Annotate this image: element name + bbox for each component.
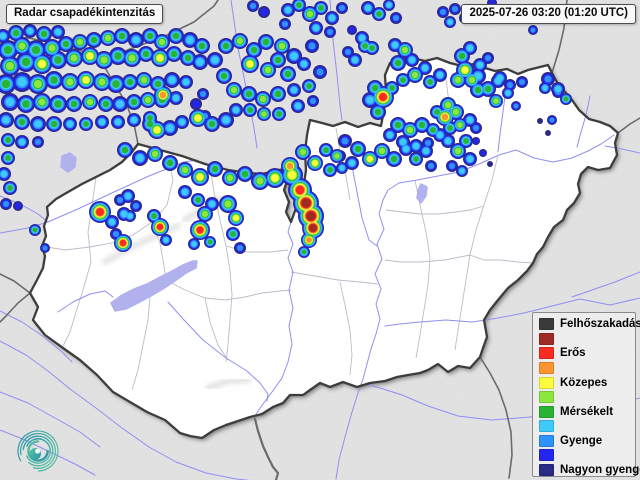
map-title-box: Radar csapadékintenzitás xyxy=(6,4,164,24)
legend-color-swatch xyxy=(539,332,554,345)
legend-item xyxy=(533,361,635,374)
hungaromet-logo-icon xyxy=(17,430,59,472)
legend-color-swatch xyxy=(539,361,554,374)
legend-color-swatch xyxy=(539,434,554,447)
legend-item: Közepes xyxy=(533,376,635,389)
precipitation-legend: Felhőszakadás Erős Közepes Mérsékelt Gyenge N… xyxy=(532,312,640,477)
legend-color-swatch xyxy=(539,347,554,360)
legend-color-swatch xyxy=(539,405,554,418)
timestamp: 2025-07-26 03:20 (01:20 UTC) xyxy=(469,7,628,19)
legend-label: Felhőszakadás xyxy=(560,318,640,331)
legend-label: Gyenge xyxy=(560,434,603,447)
legend-label: Közepes xyxy=(560,376,608,389)
legend-item: Erős xyxy=(533,347,635,360)
hungary-border xyxy=(28,56,620,440)
legend-color-swatch xyxy=(539,420,554,433)
legend-item: Mérsékelt xyxy=(533,405,635,418)
legend-item: Gyenge xyxy=(533,434,635,447)
legend-color-swatch xyxy=(539,318,554,331)
lakes xyxy=(60,152,428,312)
legend-item: Felhőszakadás xyxy=(533,318,640,331)
legend-item xyxy=(533,449,635,462)
legend-color-swatch xyxy=(539,449,554,462)
legend-item xyxy=(533,391,635,404)
legend-color-swatch xyxy=(539,376,554,389)
legend-color-swatch xyxy=(539,391,554,404)
map-title: Radar csapadékintenzitás xyxy=(14,7,156,19)
timestamp-box: 2025-07-26 03:20 (01:20 UTC) xyxy=(461,4,636,24)
legend-item: Nagyon gyenge xyxy=(533,463,640,476)
legend-label: Mérsékelt xyxy=(560,405,614,418)
legend-item xyxy=(533,332,635,345)
legend-label: Nagyon gyenge xyxy=(560,463,640,476)
radar-precipitation xyxy=(0,0,572,258)
legend-color-swatch xyxy=(539,463,554,476)
legend-label: Erős xyxy=(560,347,586,360)
legend-item xyxy=(533,420,635,433)
